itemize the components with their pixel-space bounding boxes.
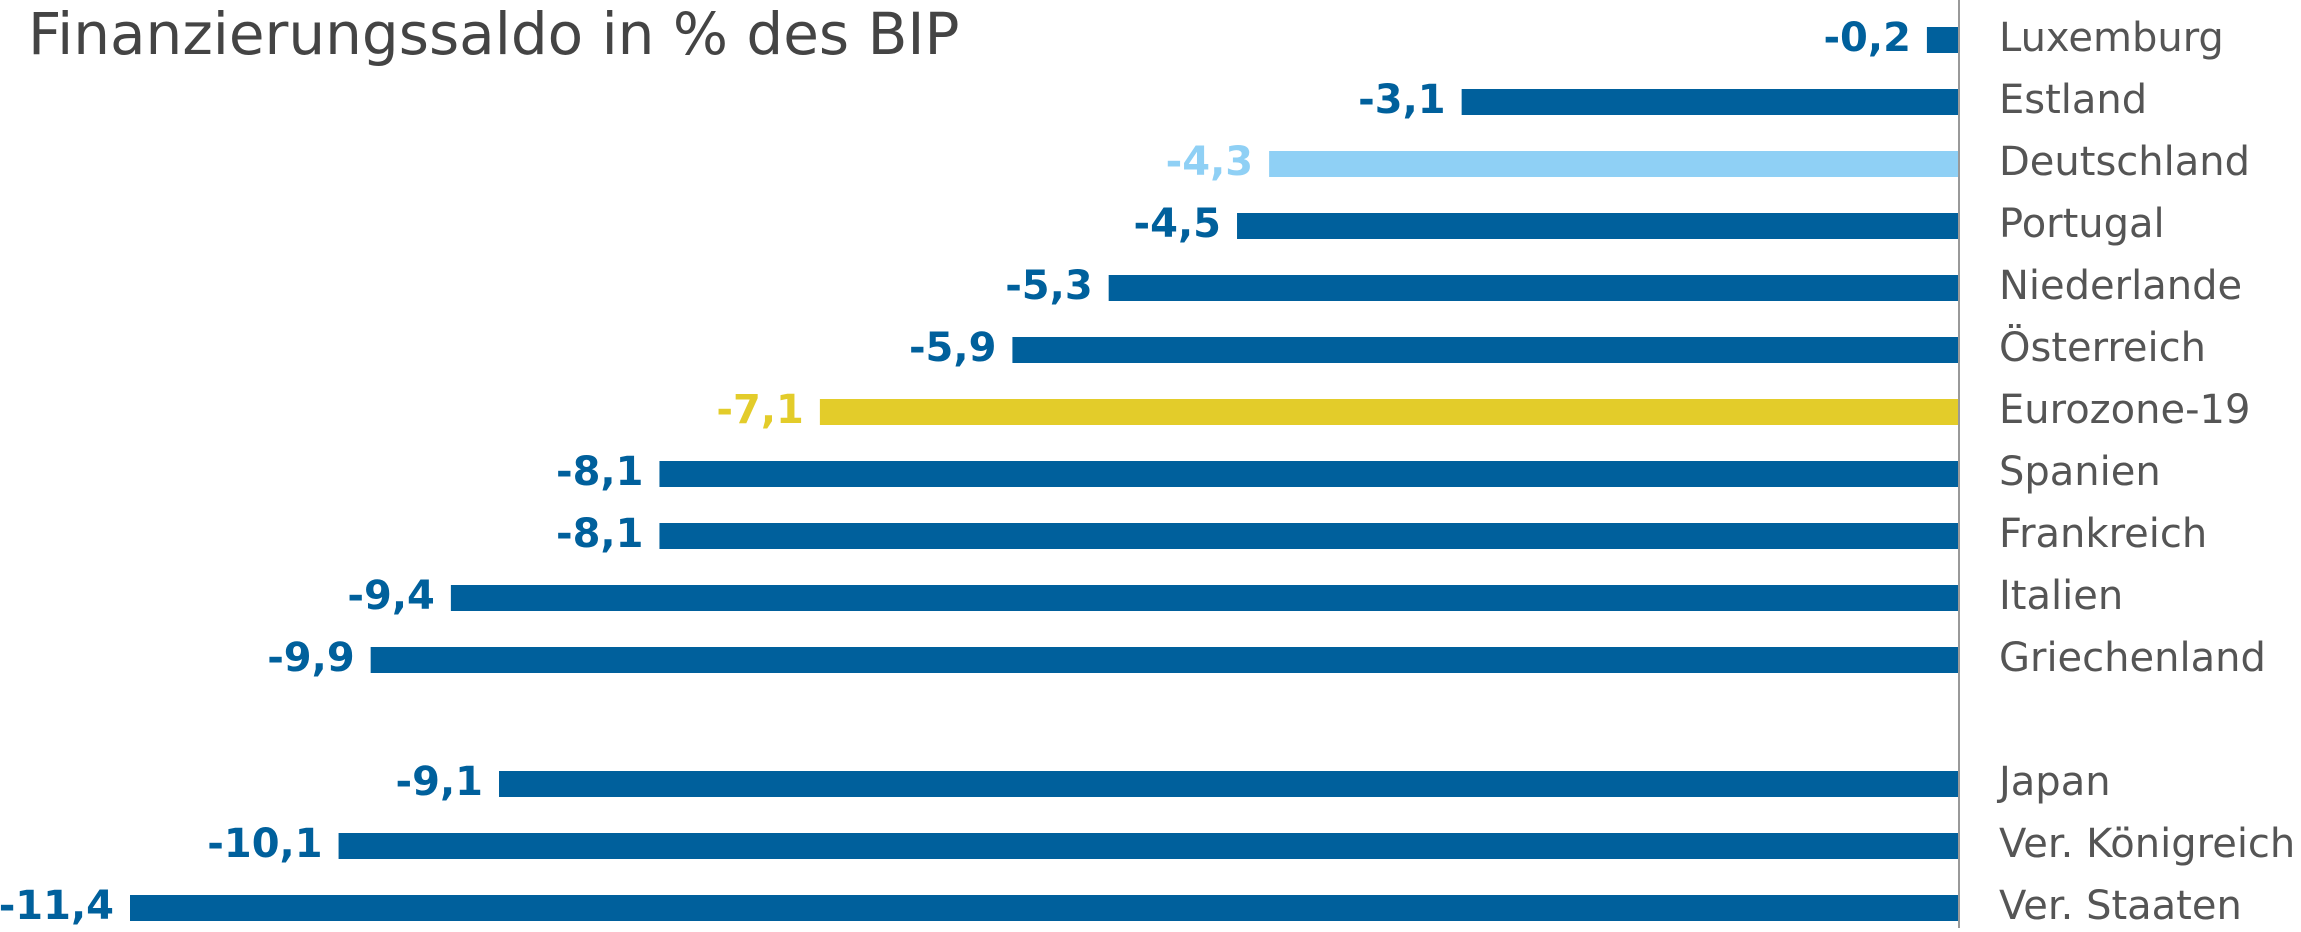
bar xyxy=(1108,275,1959,301)
bar xyxy=(450,585,1959,611)
value-label: -7,1 xyxy=(716,387,803,433)
chart-title: Finanzierungssaldo in % des BIP xyxy=(28,0,959,68)
value-label: -5,9 xyxy=(909,325,996,371)
value-label: -5,3 xyxy=(1005,263,1092,309)
value-label: -8,1 xyxy=(556,449,643,495)
bar xyxy=(1269,151,1959,177)
bar xyxy=(1926,27,1959,53)
category-label: Italien xyxy=(1999,573,2123,619)
value-label: -9,1 xyxy=(396,759,483,805)
bar xyxy=(338,833,1959,859)
category-label: Niederlande xyxy=(1999,263,2242,309)
value-label: -0,2 xyxy=(1823,15,1910,61)
bar xyxy=(1461,89,1959,115)
bar xyxy=(659,523,1959,549)
value-label: -4,5 xyxy=(1134,201,1221,247)
value-label: -3,1 xyxy=(1358,77,1445,123)
bar xyxy=(130,895,1959,921)
bar xyxy=(1237,213,1959,239)
category-label: Frankreich xyxy=(1999,511,2207,557)
category-label: Estland xyxy=(1999,77,2147,123)
bar xyxy=(819,399,1959,425)
value-label: -8,1 xyxy=(556,511,643,557)
value-label: -9,9 xyxy=(267,635,354,681)
bar xyxy=(1012,337,1959,363)
category-label: Eurozone-19 xyxy=(1999,387,2250,433)
category-label: Deutschland xyxy=(1999,139,2250,185)
value-label: -11,4 xyxy=(0,883,114,928)
bar xyxy=(370,647,1959,673)
value-label: -4,3 xyxy=(1166,139,1253,185)
category-label: Österreich xyxy=(1999,323,2206,371)
category-label: Luxemburg xyxy=(1999,15,2224,61)
category-label: Portugal xyxy=(1999,201,2165,247)
value-label: -9,4 xyxy=(347,573,434,619)
category-label: Japan xyxy=(1996,759,2111,805)
category-label: Griechenland xyxy=(1999,635,2266,681)
value-label: -10,1 xyxy=(207,821,322,867)
category-label: Ver. Königreich xyxy=(1999,821,2295,867)
category-label: Ver. Staaten xyxy=(1999,883,2242,928)
category-label: Spanien xyxy=(1999,449,2161,495)
bar xyxy=(499,771,1959,797)
bar xyxy=(659,461,1959,487)
